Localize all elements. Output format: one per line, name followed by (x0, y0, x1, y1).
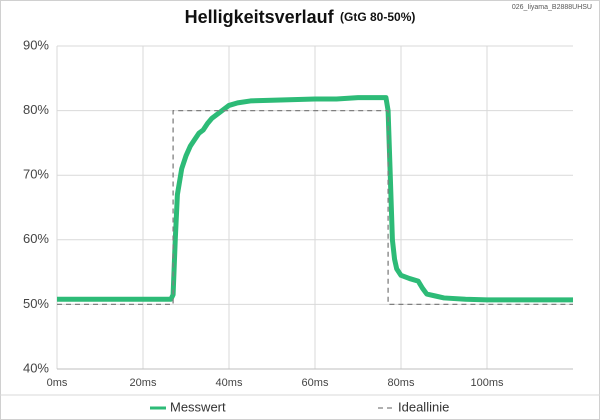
x-tick-label: 100ms (470, 377, 504, 389)
annotation: 026_Iiyama_B2888UHSU (512, 4, 592, 11)
chart-subtitle: (GtG 80-50%) (340, 10, 415, 24)
x-tick-label: 60ms (302, 377, 329, 389)
series-line (57, 95, 573, 303)
y-tick-label: 70% (23, 167, 49, 182)
x-tick-label: 40ms (216, 377, 243, 389)
chart-title: Helligkeitsverlauf (185, 7, 335, 27)
legend-label: Messwert (170, 399, 226, 414)
y-tick-label: 60% (23, 231, 49, 246)
x-tick-label: 80ms (388, 377, 415, 389)
chart-title-group: Helligkeitsverlauf (GtG 80-50%) (185, 7, 416, 27)
y-tick-label: 40% (23, 360, 49, 375)
y-tick-label: 80% (23, 102, 49, 117)
x-tick-label: 20ms (130, 377, 157, 389)
y-tick-label: 90% (23, 37, 49, 52)
x-tick-label: 0ms (47, 377, 68, 389)
legend-label: Ideallinie (398, 399, 449, 414)
y-tick-label: 50% (23, 296, 49, 311)
series-line (57, 109, 573, 306)
